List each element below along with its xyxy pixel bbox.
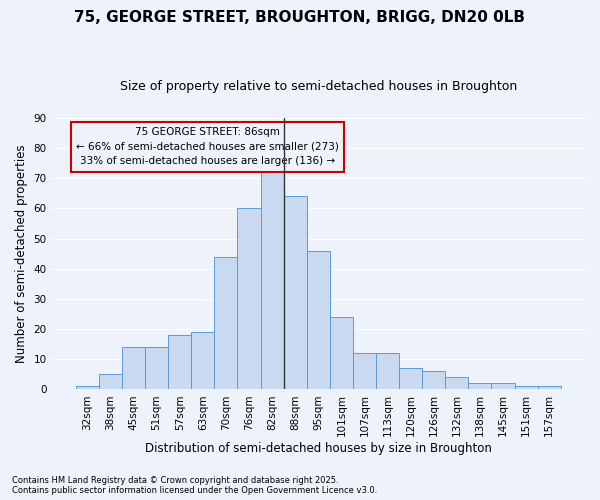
Bar — [491, 384, 515, 390]
Y-axis label: Number of semi-detached properties: Number of semi-detached properties — [15, 144, 28, 363]
Bar — [330, 317, 353, 390]
Bar — [538, 386, 561, 390]
Bar — [445, 378, 469, 390]
Bar — [399, 368, 422, 390]
Bar — [214, 256, 238, 390]
Bar — [353, 353, 376, 390]
Bar — [168, 335, 191, 390]
Bar — [238, 208, 260, 390]
Bar — [145, 347, 168, 390]
Bar — [515, 386, 538, 390]
Bar — [376, 353, 399, 390]
Text: Contains HM Land Registry data © Crown copyright and database right 2025.
Contai: Contains HM Land Registry data © Crown c… — [12, 476, 377, 495]
Bar — [307, 250, 330, 390]
X-axis label: Distribution of semi-detached houses by size in Broughton: Distribution of semi-detached houses by … — [145, 442, 492, 455]
Bar — [76, 386, 99, 390]
Bar — [191, 332, 214, 390]
Title: Size of property relative to semi-detached houses in Broughton: Size of property relative to semi-detach… — [119, 80, 517, 93]
Text: 75 GEORGE STREET: 86sqm
← 66% of semi-detached houses are smaller (273)
33% of s: 75 GEORGE STREET: 86sqm ← 66% of semi-de… — [76, 127, 339, 166]
Bar — [122, 347, 145, 390]
Bar — [284, 196, 307, 390]
Text: 75, GEORGE STREET, BROUGHTON, BRIGG, DN20 0LB: 75, GEORGE STREET, BROUGHTON, BRIGG, DN2… — [74, 10, 526, 25]
Bar — [260, 160, 284, 390]
Bar — [422, 372, 445, 390]
Bar — [99, 374, 122, 390]
Bar — [469, 384, 491, 390]
